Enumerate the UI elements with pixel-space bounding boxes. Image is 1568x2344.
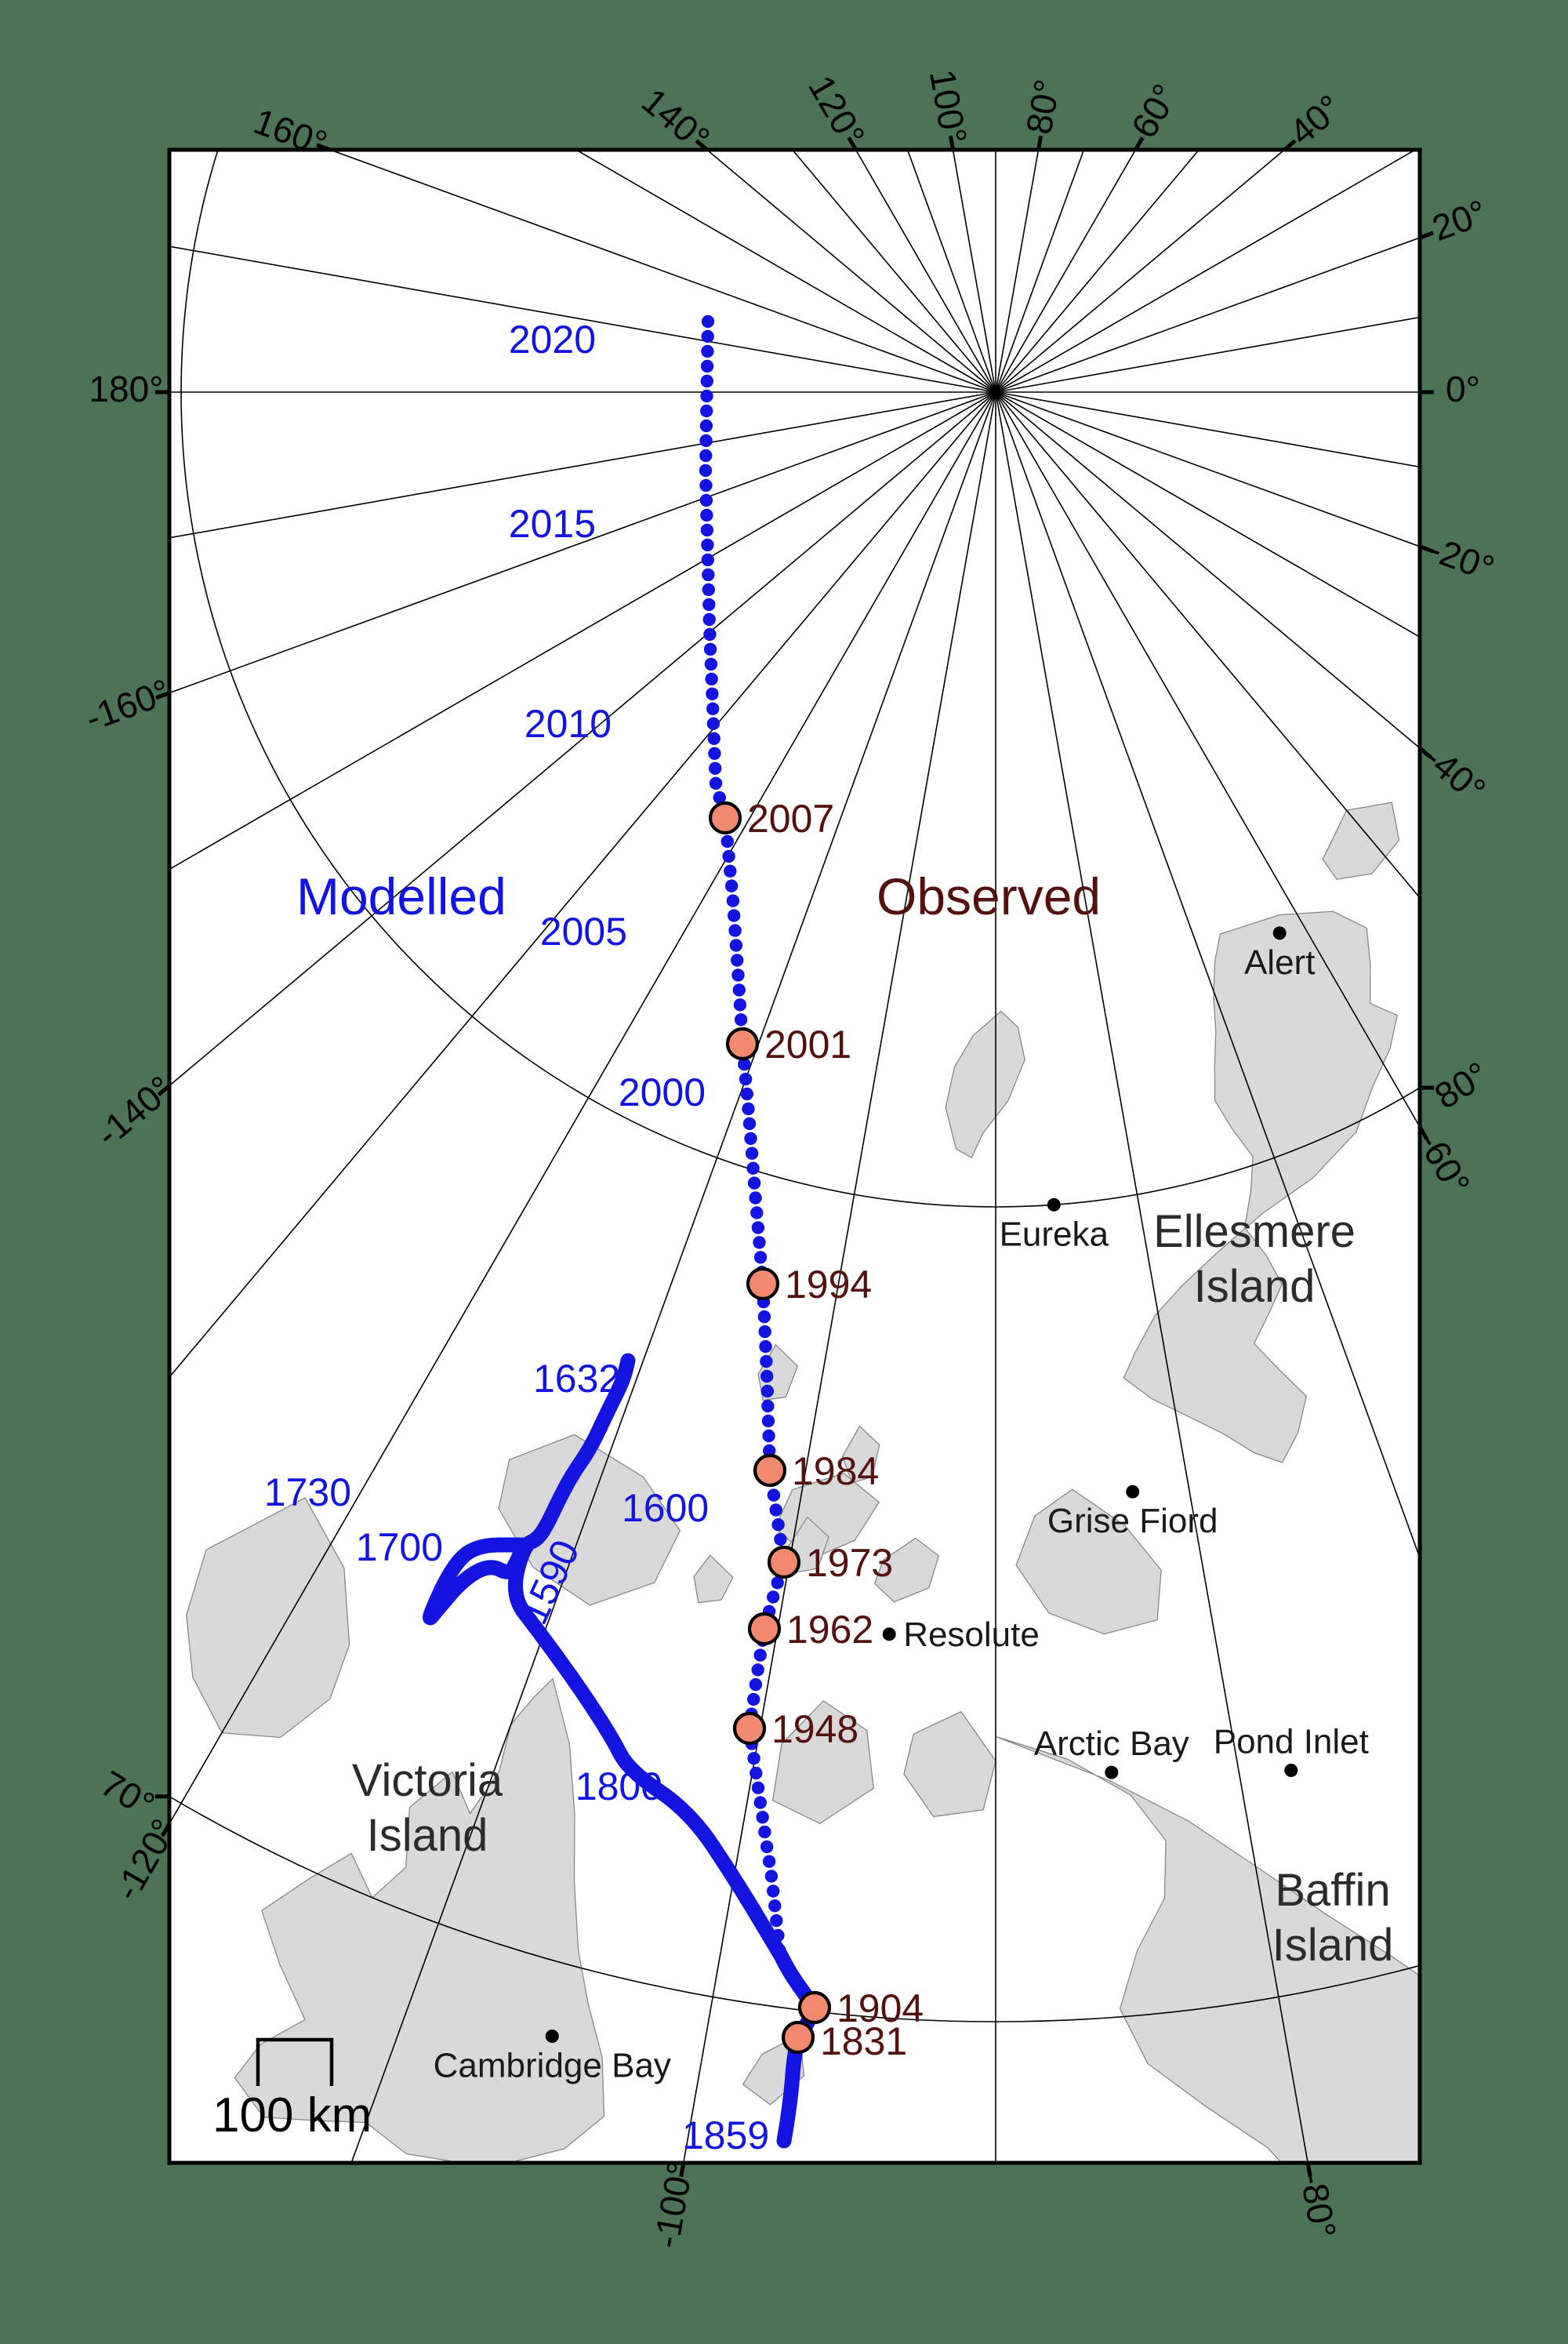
svg-text:20°: 20° <box>1427 191 1492 249</box>
svg-text:2007: 2007 <box>747 797 834 841</box>
svg-text:Cambridge Bay: Cambridge Bay <box>434 2047 671 2085</box>
svg-text:-100°: -100° <box>645 2159 700 2251</box>
svg-text:1700: 1700 <box>356 1525 443 1569</box>
svg-text:120°: 120° <box>800 68 873 153</box>
svg-text:180°: 180° <box>89 369 163 409</box>
svg-text:Eureka: Eureka <box>1000 1215 1109 1253</box>
svg-text:1994: 1994 <box>785 1263 872 1306</box>
svg-text:Island: Island <box>367 1810 488 1861</box>
svg-text:Grise Fiord: Grise Fiord <box>1047 1502 1218 1540</box>
svg-text:80°: 80° <box>1018 76 1068 137</box>
svg-text:2020: 2020 <box>509 318 596 362</box>
svg-text:Victoria: Victoria <box>352 1755 503 1806</box>
svg-text:-20°: -20° <box>1423 528 1500 589</box>
svg-text:2000: 2000 <box>619 1070 706 1114</box>
svg-text:1800: 1800 <box>575 1764 662 1808</box>
svg-text:1600: 1600 <box>622 1486 709 1530</box>
svg-text:1973: 1973 <box>806 1541 893 1585</box>
svg-text:Pond Inlet: Pond Inlet <box>1214 1723 1369 1761</box>
svg-text:100°: 100° <box>922 67 975 147</box>
svg-text:1632: 1632 <box>533 1357 620 1401</box>
svg-text:Arctic Bay: Arctic Bay <box>1034 1724 1189 1763</box>
svg-text:2005: 2005 <box>540 910 627 954</box>
svg-text:Ellesmere: Ellesmere <box>1153 1206 1356 1257</box>
svg-text:100 km: 100 km <box>212 2088 372 2142</box>
svg-text:2010: 2010 <box>524 702 612 746</box>
svg-text:-40°: -40° <box>1416 736 1493 810</box>
svg-text:2001: 2001 <box>764 1023 851 1067</box>
svg-text:60°: 60° <box>1123 77 1186 144</box>
svg-text:1730: 1730 <box>264 1470 351 1514</box>
svg-text:1984: 1984 <box>792 1449 879 1493</box>
svg-text:-160°: -160° <box>80 670 176 739</box>
svg-text:80°: 80° <box>1428 1053 1495 1117</box>
svg-text:Resolute: Resolute <box>903 1615 1040 1654</box>
svg-text:-80°: -80° <box>1293 2168 1345 2241</box>
svg-text:1962: 1962 <box>786 1608 873 1652</box>
svg-text:Modelled: Modelled <box>296 867 506 925</box>
svg-text:Observed: Observed <box>877 867 1101 925</box>
svg-text:-140°: -140° <box>88 1067 180 1154</box>
svg-text:1859: 1859 <box>682 2113 769 2157</box>
svg-text:1948: 1948 <box>771 1707 858 1751</box>
svg-text:0°: 0° <box>1446 369 1480 409</box>
svg-text:Island: Island <box>1194 1261 1316 1312</box>
svg-text:Baffin: Baffin <box>1275 1865 1390 1916</box>
svg-text:Island: Island <box>1272 1920 1394 1971</box>
svg-text:2015: 2015 <box>509 502 596 546</box>
svg-text:1831: 1831 <box>820 2019 907 2063</box>
svg-text:Alert: Alert <box>1244 943 1315 982</box>
